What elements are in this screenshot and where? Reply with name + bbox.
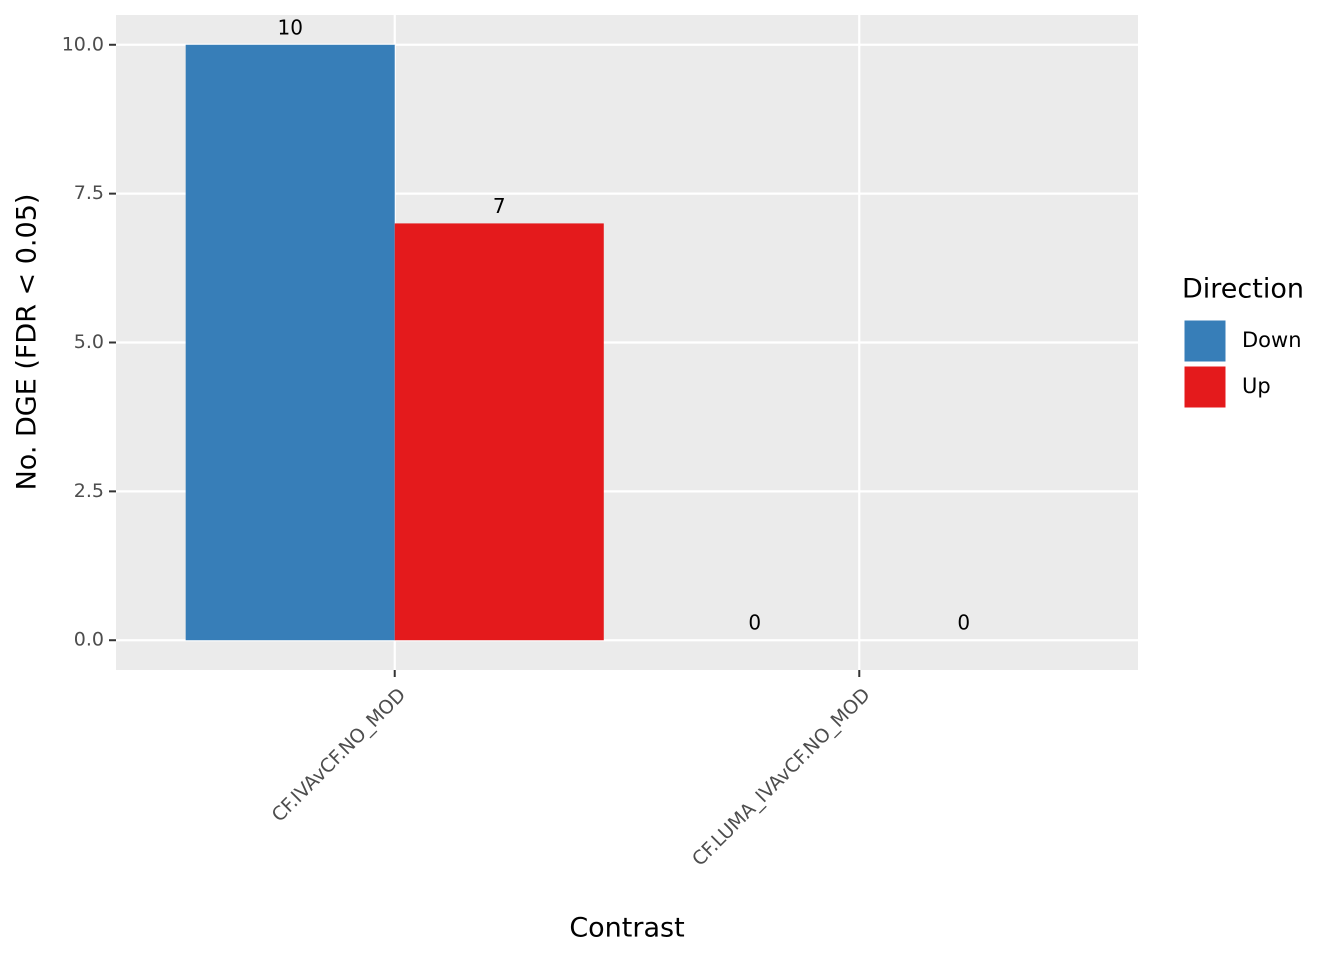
legend-key [1183, 365, 1227, 409]
y-tick-label: 0.0 [74, 629, 104, 651]
y-axis-title: No. DGE (FDR < 0.05) [12, 194, 43, 491]
x-tick-label: CF.IVAvCF.NO_MOD [268, 684, 411, 827]
data-label: 7 [493, 194, 506, 218]
bar [185, 44, 395, 641]
legend-label: Up [1242, 374, 1271, 398]
y-tick-label: 5.0 [74, 331, 104, 353]
x-axis-title: Contrast [569, 913, 684, 944]
legend-label: Down [1242, 328, 1302, 352]
data-label: 10 [277, 15, 302, 39]
data-label: 0 [748, 611, 761, 635]
legend-title: Direction [1182, 274, 1304, 305]
bar [394, 223, 604, 641]
data-label: 0 [957, 611, 970, 635]
y-tick-label: 10.0 [62, 33, 104, 55]
y-tick-label: 7.5 [74, 182, 104, 204]
x-tick-label: CF.LUMA_IVAvCF.NO_MOD [688, 684, 875, 871]
marks: 10 0 7 0 [185, 15, 970, 641]
y-tick-label: 2.5 [74, 480, 104, 502]
legend-key [1183, 319, 1227, 363]
